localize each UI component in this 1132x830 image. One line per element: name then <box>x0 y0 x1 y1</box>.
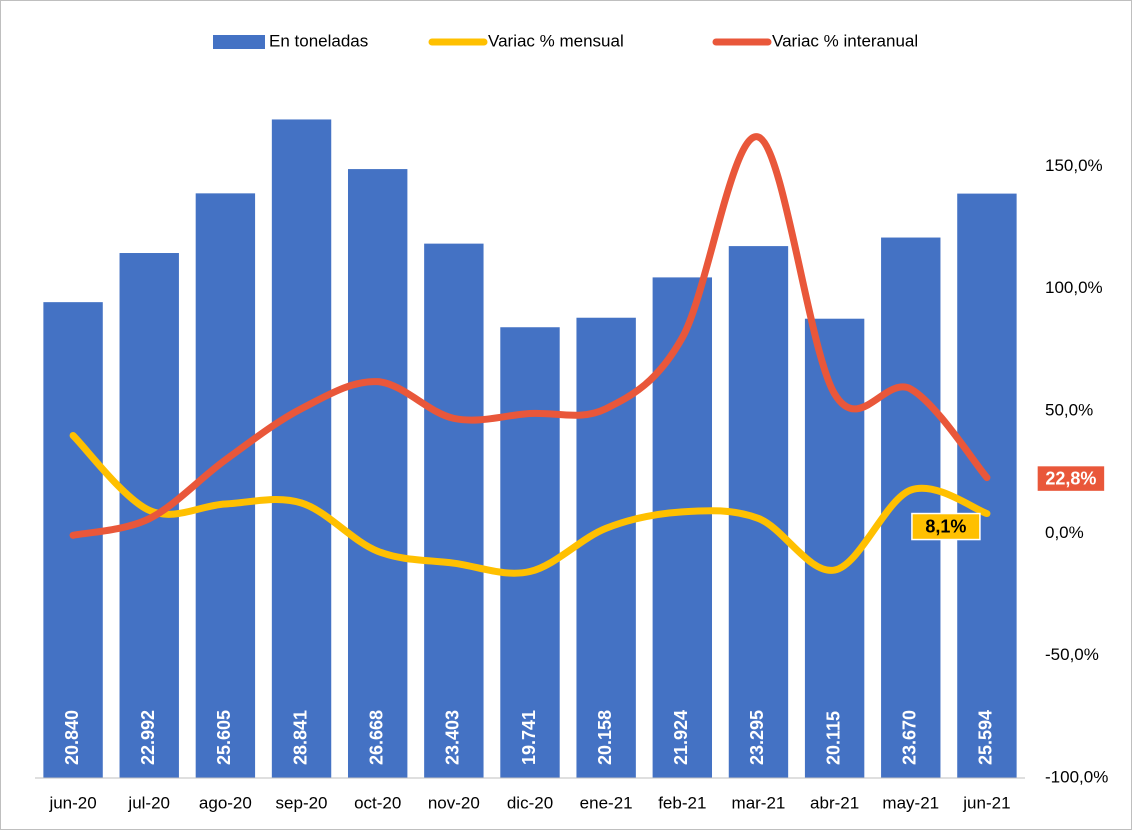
y2-tick-label: -50,0% <box>1045 645 1099 664</box>
x-tick-label: dic-20 <box>507 793 553 812</box>
bar-value-label: 23.670 <box>900 710 920 765</box>
y2-tick-label: 50,0% <box>1045 401 1093 420</box>
bar-value-label: 26.668 <box>366 710 386 765</box>
x-tick-label: abr-21 <box>810 793 859 812</box>
legend-label: Variac % interanual <box>772 31 918 50</box>
y2-tick-label: 150,0% <box>1045 156 1103 175</box>
bar-value-label: 23.295 <box>747 710 767 765</box>
bar-value-label: 20.840 <box>62 710 82 765</box>
bar-value-label: 20.158 <box>595 710 615 765</box>
x-tick-label: ago-20 <box>199 793 252 812</box>
legend-swatch <box>213 35 265 49</box>
bar <box>500 327 560 778</box>
bar-value-label: 19.741 <box>519 710 539 765</box>
x-tick-label: ene-21 <box>580 793 633 812</box>
bar-value-label: 21.924 <box>671 710 691 765</box>
label-box <box>1036 464 1106 493</box>
x-tick-label: oct-20 <box>354 793 401 812</box>
bar <box>347 169 408 778</box>
x-tick-label: sep-20 <box>276 793 328 812</box>
legend-label: Variac % mensual <box>488 31 624 50</box>
line-series <box>69 432 991 577</box>
x-tick-label: may-21 <box>882 793 939 812</box>
bar-value-label: 22.992 <box>138 710 158 765</box>
bar-value-label: 20.115 <box>823 711 843 765</box>
line-value-text: 22,8% <box>1045 468 1096 488</box>
bar <box>652 277 713 778</box>
x-tick-label: jul-20 <box>127 793 170 812</box>
bar <box>576 317 636 778</box>
line-series <box>69 133 991 539</box>
x-tick-label: nov-20 <box>428 793 480 812</box>
label-box <box>911 512 981 541</box>
bar <box>195 193 256 779</box>
bar <box>43 302 103 778</box>
line-value-text: 8,1% <box>925 516 966 536</box>
x-tick-label: jun-21 <box>962 793 1010 812</box>
x-tick-label: mar-21 <box>732 793 786 812</box>
bar-value-label: 28.841 <box>290 710 310 765</box>
bar-value-label: 23.403 <box>443 710 463 765</box>
y2-tick-label: 100,0% <box>1045 278 1103 297</box>
bar-value-label: 25.605 <box>214 710 234 765</box>
line-value-label: 8,1% <box>911 512 981 541</box>
y2-tick-label: -100,0% <box>1045 767 1108 786</box>
legend-label: En toneladas <box>269 31 368 50</box>
y2-tick-label: 0,0% <box>1045 523 1084 542</box>
x-tick-label: jun-20 <box>48 793 96 812</box>
bar <box>424 243 484 779</box>
bar <box>957 193 1017 779</box>
x-tick-label: feb-21 <box>658 793 706 812</box>
bar-value-label: 25.594 <box>976 710 996 765</box>
bar <box>271 119 332 778</box>
line-value-label: 22,8% <box>1036 464 1106 493</box>
